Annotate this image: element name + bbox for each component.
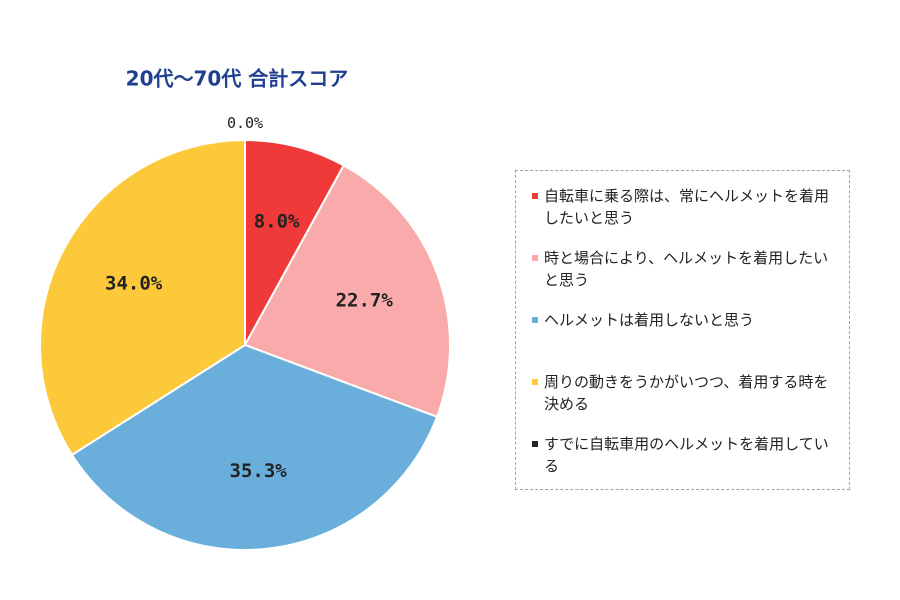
legend-item: 自転車に乗る際は、常にヘルメットを着用したいと思う (532, 185, 835, 247)
legend-label: 自転車に乗る際は、常にヘルメットを着用したいと思う (544, 187, 830, 227)
legend-label: 周りの動きをうかがいつつ、着用する時を決める (544, 373, 829, 413)
legend-label: ヘルメットは着用しないと思う (544, 311, 755, 329)
legend-item: ヘルメットは着用しないと思う (532, 309, 835, 371)
pie-slice (70, 343, 439, 551)
data-label: 22.7% (336, 289, 394, 311)
legend-item: 周りの動きをうかがいつつ、着用する時を決める (532, 371, 835, 433)
pie-slice (39, 138, 246, 457)
pie-slice (243, 163, 451, 419)
pie-slice (244, 138, 346, 346)
legend: 自転車に乗る際は、常にヘルメットを着用したいと思う 時と場合により、ヘルメットを着… (515, 170, 850, 490)
data-label: 34.0% (105, 272, 163, 294)
data-label: 8.0% (254, 210, 300, 232)
legend-swatch (532, 317, 538, 323)
legend-label: すでに自転車用のヘルメットを着用している (544, 435, 829, 475)
data-label: 35.3% (230, 460, 288, 482)
data-label: 0.0% (227, 114, 263, 132)
legend-swatch (532, 255, 538, 261)
legend-item: すでに自転車用のヘルメットを着用している (532, 433, 835, 495)
legend-swatch (532, 379, 538, 385)
legend-swatch (532, 193, 538, 199)
legend-label: 時と場合により、ヘルメットを着用したいと思う (544, 249, 829, 289)
chart-title: 20代～70代 合計スコア (126, 67, 349, 91)
legend-item: 時と場合により、ヘルメットを着用したいと思う (532, 247, 835, 309)
legend-swatch (532, 441, 538, 447)
